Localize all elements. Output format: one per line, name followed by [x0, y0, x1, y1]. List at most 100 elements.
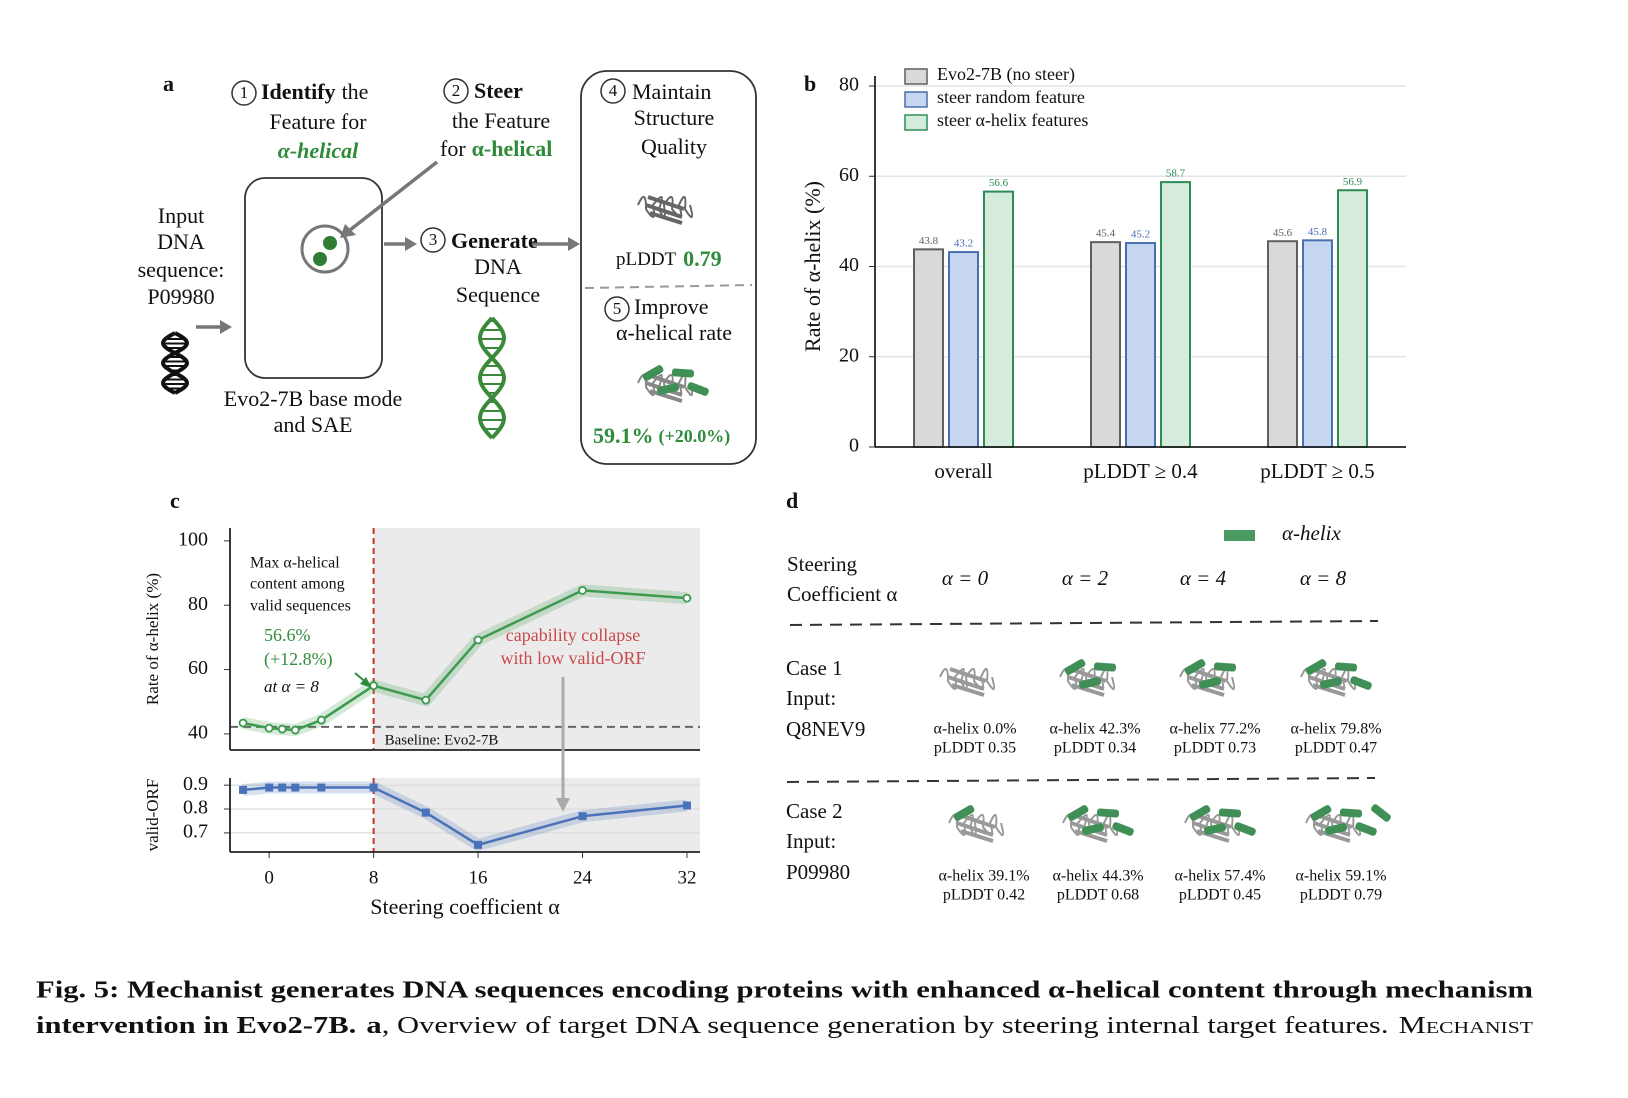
helix — [1184, 659, 1206, 675]
case-metric: α-helix 77.2% — [1169, 721, 1260, 738]
metric: pLDDT 0.79 — [616, 246, 722, 271]
helix — [1324, 823, 1348, 835]
marker — [369, 783, 378, 792]
y-axis-label: Rate of α-helix (%) — [800, 181, 825, 352]
marker — [291, 783, 300, 792]
annotation-arrowhead — [360, 677, 372, 688]
feature-dot — [313, 252, 327, 266]
column-header: α = 8 — [1300, 566, 1347, 590]
caption-panel: a — [366, 1013, 381, 1039]
case-input: Input: — [786, 829, 836, 853]
panel-label: a — [163, 71, 174, 96]
x-axis-label: Steering coefficient α — [370, 894, 560, 919]
metric-value: 0.79 — [683, 246, 722, 271]
bar — [1267, 240, 1298, 448]
marker — [317, 783, 326, 792]
column-header: α = 0 — [942, 566, 989, 590]
marker — [473, 635, 483, 645]
marker — [578, 812, 587, 821]
step-number: 2 — [452, 81, 461, 100]
legend-label: Evo2-7B (no steer) — [937, 64, 1075, 85]
case-metric: pLDDT 0.79 — [1300, 887, 1382, 904]
dna-icon — [160, 331, 190, 395]
case-metric: pLDDT 0.73 — [1174, 740, 1256, 757]
metric-value: 59.1% — [593, 423, 654, 448]
coil — [637, 374, 694, 396]
caption-text: , Overview of target DNA sequence genera… — [382, 1013, 1389, 1039]
marker — [265, 783, 274, 792]
header: Coefficient α — [787, 582, 897, 606]
marker — [421, 695, 431, 705]
arrowhead — [568, 237, 580, 251]
y-tick-label: 0 — [849, 435, 859, 457]
caption-line: Fig. 5: Mechanist generates DNA sequence… — [36, 978, 1533, 1004]
case-name: Case 2 — [786, 799, 843, 823]
x-tick-label: 0 — [264, 867, 274, 888]
value-label: 58.7 — [1166, 168, 1186, 180]
legend-label: α-helix — [1282, 521, 1342, 545]
step-circles — [231, 78, 630, 322]
header: Steering — [787, 552, 857, 576]
helix — [1213, 662, 1237, 672]
model-text: Evo2-7B base mode — [224, 386, 402, 411]
arrowhead — [220, 320, 232, 334]
panel-label: b — [804, 71, 816, 96]
marker — [421, 808, 430, 817]
arrow — [348, 160, 439, 232]
input-text: DNA — [157, 229, 205, 254]
annotation: content among — [250, 576, 345, 593]
helix — [1198, 677, 1222, 689]
y-tick-label: 0.7 — [183, 820, 208, 842]
dna-strand — [161, 331, 190, 395]
coil — [1179, 668, 1236, 690]
x-tick-label: pLDDT ≥ 0.4 — [1083, 459, 1198, 483]
bar — [983, 190, 1014, 448]
sheet — [645, 195, 685, 225]
y-tick-label: 20 — [839, 344, 859, 366]
protein-structure — [1184, 805, 1256, 843]
case-metric: pLDDT 0.34 — [1054, 740, 1136, 757]
marker — [264, 723, 274, 733]
value-label: 45.8 — [1308, 226, 1328, 238]
marker — [474, 840, 483, 849]
y-tick-label: 80 — [839, 74, 859, 96]
step-text: Structure — [634, 105, 715, 130]
protein-structure — [939, 667, 996, 697]
bar — [913, 248, 944, 448]
case-metric: α-helix 39.1% — [938, 868, 1029, 885]
helix — [656, 383, 680, 395]
arrowheads — [220, 224, 580, 334]
step-number: 4 — [609, 81, 618, 100]
panel-label: c — [170, 488, 180, 513]
step-title: Improve — [634, 294, 709, 319]
marker — [277, 724, 287, 734]
step-circle — [443, 78, 469, 104]
marker — [369, 681, 379, 691]
legend-swatch — [904, 68, 928, 85]
baseline-label: Baseline: Evo2-7B — [385, 732, 499, 748]
bar — [948, 251, 979, 448]
step-text: Quality — [641, 134, 707, 159]
annotation-arrowhead — [556, 798, 570, 812]
x-tick-label: overall — [934, 459, 992, 483]
input-text: P09980 — [147, 284, 214, 309]
protein-structure — [637, 195, 694, 225]
case-metric: α-helix 44.3% — [1052, 868, 1143, 885]
step-text: α-helical — [278, 138, 359, 163]
marker — [682, 801, 691, 810]
legend-swatch — [904, 91, 928, 108]
y-tick-label: 40 — [839, 254, 859, 276]
protein-structure — [1305, 804, 1391, 843]
case-id: P09980 — [786, 860, 850, 884]
model-box — [244, 177, 383, 379]
marker — [316, 715, 326, 725]
dna-strand — [160, 331, 189, 395]
coil — [948, 814, 1005, 836]
annotation: Max α-helical — [250, 555, 340, 572]
helix — [1093, 662, 1117, 672]
coil — [1059, 668, 1116, 690]
marker — [238, 718, 248, 728]
step-text: Sequence — [456, 282, 540, 307]
helix — [1334, 662, 1358, 672]
annotation: (+12.8%) — [264, 649, 333, 670]
